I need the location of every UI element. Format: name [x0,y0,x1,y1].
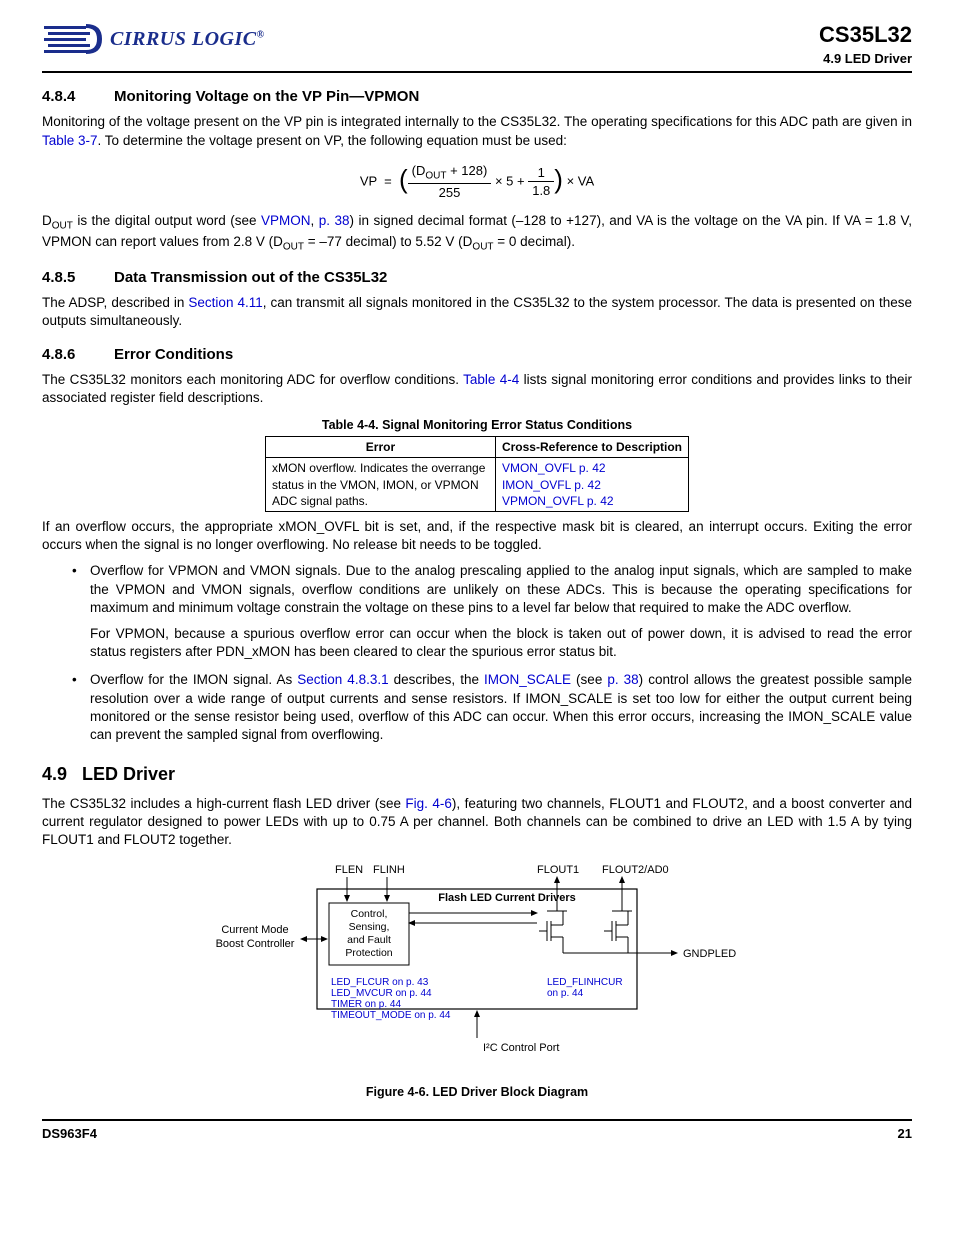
mosfet2-icon [604,889,632,953]
bullet-1: Overflow for VPMON and VMON signals. Due… [72,562,912,661]
s486-p2: If an overflow occurs, the appropriate x… [42,518,912,554]
bullet-2: Overflow for the IMON signal. As Section… [72,671,912,744]
logo-text: CIRRUS LOGIC® [110,26,265,53]
section-num: 4.8.4 [42,87,114,107]
section-title: Monitoring Voltage on the VP Pin—VPMON [114,88,419,105]
s486-p1: The CS35L32 monitors each monitoring ADC… [42,371,912,407]
link-imon-ovfl[interactable]: IMON_OVFL p. 42 [502,478,601,492]
label-flout1: FLOUT1 [537,864,579,876]
link-timer[interactable]: TIMER on p. 44 [331,999,401,1010]
header-right: CS35L32 4.9 LED Driver [819,20,912,67]
section-486-heading: 4.8.6Error Conditions [42,345,912,365]
footer-page-num: 21 [898,1125,912,1143]
s485-p1: The ADSP, described in Section 4.11, can… [42,294,912,330]
logo: CIRRUS LOGIC® [42,20,265,58]
figure-4-6-caption: Figure 4-6. LED Driver Block Diagram [42,1084,912,1101]
label-curmode: Current Mode [221,924,288,936]
drivers-title: Flash LED Current Drivers [438,892,576,904]
figure-4-6: FLEN FLINH FLOUT1 FLOUT2/AD0 Control, Se… [207,863,747,1078]
link-led-flinhcur-b[interactable]: on p. 44 [547,988,584,999]
label-flout2: FLOUT2/AD0 [602,864,669,876]
footer-doc-id: DS963F4 [42,1125,97,1143]
link-vpmon-ovfl[interactable]: VPMON_OVFL p. 42 [502,494,614,508]
table-cell-error: xMON overflow. Indicates the overrange s… [265,458,495,512]
link-table-3-7[interactable]: Table 3-7 [42,133,98,148]
table-4-4-caption: Table 4-4. Signal Monitoring Error Statu… [42,417,912,434]
table-4-4: Error Cross-Reference to Description xMO… [265,436,689,512]
link-section-4831[interactable]: Section 4.8.3.1 [297,672,388,687]
section-484-heading: 4.8.4Monitoring Voltage on the VP Pin—VP… [42,87,912,107]
link-led-flcur[interactable]: LED_FLCUR on p. 43 [331,977,429,988]
table-cell-links: VMON_OVFL p. 42 IMON_OVFL p. 42 VPMON_OV… [495,458,688,512]
section-49-heading: 4.9LED Driver [42,762,912,786]
led-driver-diagram: FLEN FLINH FLOUT1 FLOUT2/AD0 Control, Se… [207,863,747,1073]
svg-text:and Fault: and Fault [347,934,391,946]
s486-bullets: Overflow for VPMON and VMON signals. Due… [72,562,912,744]
link-vmon-ovfl[interactable]: VMON_OVFL p. 42 [502,461,606,475]
header-section: 4.9 LED Driver [819,50,912,68]
link-imon-scale[interactable]: IMON_SCALE [484,672,571,687]
table-header-error: Error [265,437,495,458]
svg-text:Protection: Protection [345,947,392,959]
page-footer: DS963F4 21 [42,1119,912,1143]
label-flen: FLEN [335,864,363,876]
label-i2c: I²C Control Port [483,1042,559,1054]
cirrus-logo-icon [42,20,104,58]
label-gndpled: GNDPLED [683,948,736,960]
link-table-4-4[interactable]: Table 4-4 [463,372,519,387]
link-led-mvcur[interactable]: LED_MVCUR on p. 44 [331,988,432,999]
label-boost: Boost Controller [216,938,295,950]
s484-p1: Monitoring of the voltage present on the… [42,113,912,149]
link-p38-b[interactable]: p. 38 [607,672,638,687]
link-vpmon[interactable]: VPMON [261,213,311,228]
link-timeout-mode[interactable]: TIMEOUT_MODE on p. 44 [331,1010,451,1021]
table-header-xref: Cross-Reference to Description [495,437,688,458]
svg-text:Control,: Control, [351,908,388,920]
vp-equation: VP = ((DOUT + 128)255 × 5 + 11.8) × VA [42,162,912,202]
link-fig-4-6[interactable]: Fig. 4-6 [405,796,451,811]
label-flinh: FLINH [373,864,405,876]
link-section-411[interactable]: Section 4.11 [188,295,262,310]
link-led-flinhcur[interactable]: LED_FLINHCUR [547,977,623,988]
svg-text:Sensing,: Sensing, [349,921,390,933]
page-header: CIRRUS LOGIC® CS35L32 4.9 LED Driver [42,20,912,73]
chip-name: CS35L32 [819,20,912,50]
s49-p1: The CS35L32 includes a high-current flas… [42,795,912,850]
section-485-heading: 4.8.5Data Transmission out of the CS35L3… [42,268,912,288]
link-p38[interactable]: p. 38 [319,213,350,228]
s484-p2: DOUT is the digital output word (see VPM… [42,212,912,254]
